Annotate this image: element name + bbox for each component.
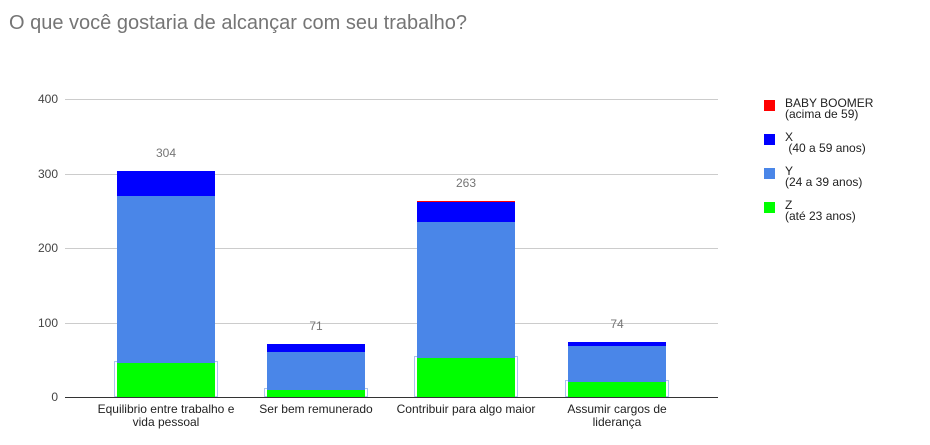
total-label: 74 xyxy=(610,316,624,331)
x-category-label: Assumir cargos de liderança xyxy=(567,402,667,429)
legend-swatch-icon xyxy=(764,100,775,111)
bar-segment-x[interactable] xyxy=(417,201,515,222)
legend-label: Z (até 23 anos) xyxy=(785,198,856,223)
bar-segment-z[interactable] xyxy=(117,363,215,397)
bar-segment-baby-boomer[interactable] xyxy=(417,201,515,203)
bar-stack[interactable] xyxy=(568,0,666,445)
bar-segment-x[interactable] xyxy=(568,341,666,346)
legend-swatch-icon xyxy=(764,134,775,145)
x-category-label: Ser bem remunerado xyxy=(259,402,373,416)
total-label: 304 xyxy=(155,145,177,160)
y-tick-label: 300 xyxy=(37,167,58,181)
legend-label: Y (24 a 39 anos) xyxy=(785,164,863,189)
bar-segment-y[interactable] xyxy=(267,352,365,390)
legend-label: X (40 a 59 anos) xyxy=(785,130,866,155)
bar-segment-y[interactable] xyxy=(568,345,666,383)
y-tick-label: 400 xyxy=(37,92,58,106)
x-axis-line xyxy=(65,397,718,398)
bar-segment-y[interactable] xyxy=(417,221,515,358)
total-label: 263 xyxy=(455,176,477,191)
bar-stack[interactable] xyxy=(117,0,215,445)
x-category-label: Equilibrio entre trabalho e vida pessoal xyxy=(97,402,235,429)
x-category-label: Contribuir para algo maior xyxy=(396,402,536,416)
legend-label: BABY BOOMER (acima de 59) xyxy=(785,96,874,121)
legend-swatch-icon xyxy=(764,168,775,179)
y-tick-label: 100 xyxy=(37,316,58,330)
chart-title: O que você gostaria de alcançar com seu … xyxy=(9,12,468,34)
bar-segment-z[interactable] xyxy=(267,389,365,397)
gridline xyxy=(65,99,718,100)
total-label: 71 xyxy=(309,319,323,334)
gridline xyxy=(65,323,718,324)
legend-swatch-icon xyxy=(764,202,775,213)
bar-stack[interactable] xyxy=(267,0,365,445)
bar-segment-y[interactable] xyxy=(117,195,215,364)
y-tick-label: 200 xyxy=(37,241,58,255)
bar-stack[interactable] xyxy=(417,0,515,445)
gridline xyxy=(65,248,718,249)
bar-segment-z[interactable] xyxy=(568,382,666,397)
bar-segment-x[interactable] xyxy=(117,170,215,196)
y-tick-label: 0 xyxy=(51,390,58,404)
bar-segment-x[interactable] xyxy=(267,344,365,353)
gridline xyxy=(65,174,718,175)
bar-segment-z[interactable] xyxy=(417,357,515,397)
